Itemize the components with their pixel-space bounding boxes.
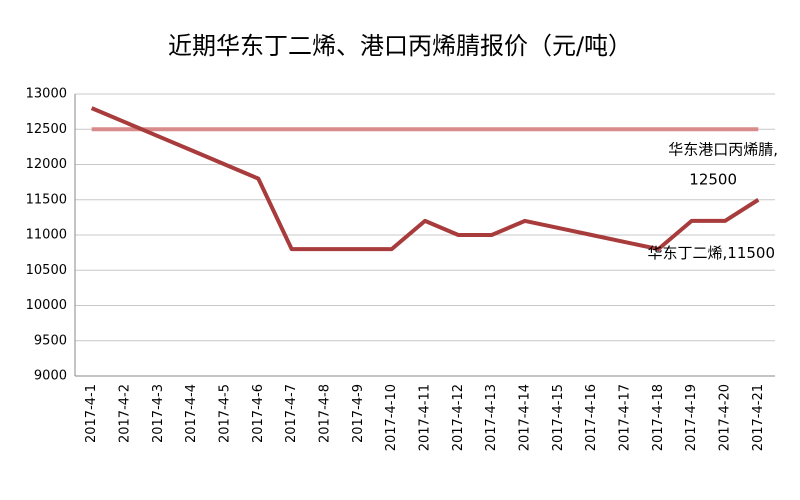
x-tick-label: 2017-4-4 (184, 384, 199, 443)
x-tick-label: 2017-4-6 (251, 384, 266, 443)
x-tick-label: 2017-4-2 (118, 384, 133, 443)
data-label: 华东丁二烯,11500 (648, 244, 776, 262)
y-tick-label: 12500 (26, 122, 67, 137)
x-tick-label: 2017-4-15 (551, 384, 566, 451)
y-tick-label: 10000 (26, 298, 67, 313)
x-tick-label: 2017-4-20 (718, 384, 733, 451)
x-tick-label: 2017-4-19 (684, 384, 699, 451)
y-tick-label: 12000 (26, 157, 67, 172)
series-line (90, 106, 760, 252)
x-tick-label: 2017-4-5 (218, 384, 233, 443)
y-tick-label: 10500 (26, 263, 67, 278)
x-tick-label: 2017-4-13 (484, 384, 499, 451)
x-tick-label: 2017-4-1 (84, 384, 99, 443)
x-tick-label: 2017-4-11 (418, 384, 433, 451)
x-tick-label: 2017-4-21 (751, 384, 766, 451)
x-tick-label: 2017-4-7 (284, 384, 299, 443)
x-tick-label: 2017-4-3 (151, 384, 166, 443)
y-tick-label: 9000 (34, 369, 67, 384)
x-tick-label: 2017-4-16 (584, 384, 599, 451)
x-tick-label: 2017-4-14 (518, 384, 533, 451)
x-tick-label: 2017-4-10 (384, 384, 399, 451)
y-tick-label: 9500 (34, 333, 67, 348)
x-tick-label: 2017-4-9 (351, 384, 366, 443)
x-tick-label: 2017-4-8 (318, 384, 333, 443)
chart-title: 近期华东丁二烯、港口丙烯腈报价（元/吨） (168, 32, 632, 60)
y-tick-label: 11500 (26, 192, 67, 207)
data-label-value: 11500 (727, 244, 775, 262)
data-label-name: 华东港口丙烯腈, (668, 141, 778, 159)
x-tick-label: 2017-4-17 (618, 384, 633, 451)
data-label-value: 12500 (689, 171, 737, 189)
x-tick-label: 2017-4-18 (651, 384, 666, 451)
y-tick-label: 13000 (26, 87, 67, 102)
data-label-name: 华东丁二烯, (648, 244, 728, 262)
y-tick-label: 11000 (26, 228, 67, 243)
x-tick-label: 2017-4-12 (451, 384, 466, 451)
